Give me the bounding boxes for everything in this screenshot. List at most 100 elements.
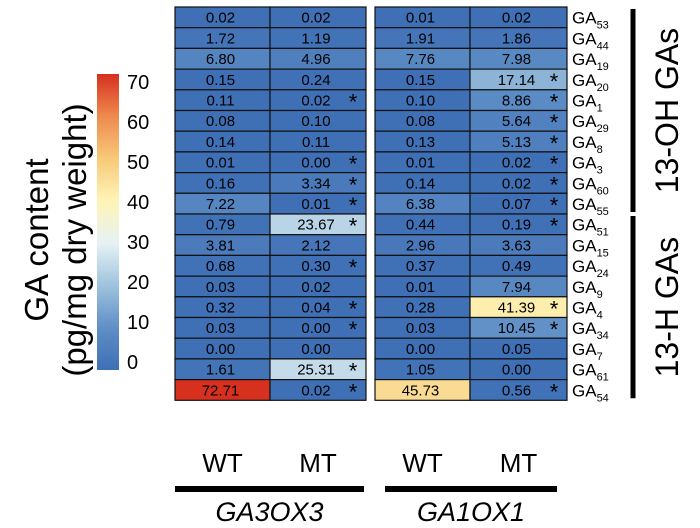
group-label: GA1OX1 (417, 497, 525, 527)
colorbar-tick-label: 0 (127, 352, 138, 374)
significance-marker: * (349, 379, 358, 404)
row-label: GA34 (572, 319, 609, 342)
cell-value: 0.02 (301, 93, 330, 110)
cell-value: 25.31 (297, 362, 335, 379)
cell-value: 17.14 (498, 72, 536, 89)
significance-marker: * (550, 131, 559, 156)
row-label: GA15 (572, 236, 609, 259)
cell-value: 0.13 (406, 134, 435, 151)
row-label: GA19 (572, 50, 609, 73)
column-label: MT (299, 448, 337, 478)
row-label: GA29 (572, 112, 609, 135)
cell-value: 0.68 (206, 258, 235, 275)
cell-value: 41.39 (498, 300, 536, 317)
cell-value: 1.61 (206, 362, 235, 379)
column-label: MT (500, 448, 538, 478)
colorbar-tick-label: 40 (127, 192, 149, 214)
significance-marker: * (550, 90, 559, 115)
row-label: GA7 (572, 340, 603, 363)
significance-marker: * (349, 152, 358, 177)
cell-value: 0.00 (406, 341, 435, 358)
cell-value: 3.63 (502, 237, 531, 254)
cell-value: 0.02 (301, 10, 330, 27)
cell-value: 0.14 (406, 175, 435, 192)
cell-value: 0.79 (206, 217, 235, 234)
significance-marker: * (349, 193, 358, 218)
significance-marker: * (550, 110, 559, 135)
colorbar-tick-label: 50 (127, 152, 149, 174)
cell-value: 45.73 (402, 382, 440, 399)
significance-marker: * (550, 69, 559, 94)
colorbar (97, 74, 119, 370)
colorbar-tick-label: 20 (127, 272, 149, 294)
colorbar-tick-label: 70 (127, 72, 149, 94)
cell-value: 6.80 (206, 51, 235, 68)
cell-value: 0.14 (206, 134, 235, 151)
cell-value: 0.07 (502, 196, 531, 213)
row-label: GA9 (572, 278, 603, 301)
row-label: GA60 (572, 174, 609, 197)
significance-marker: * (550, 193, 559, 218)
row-group-label: 13-H GAs (649, 237, 685, 377)
cell-value: 0.03 (206, 320, 235, 337)
cell-value: 4.96 (301, 51, 330, 68)
column-label: WT (402, 448, 443, 478)
significance-marker: * (349, 214, 358, 239)
cell-value: 0.00 (301, 155, 330, 172)
significance-marker: * (550, 297, 559, 322)
cell-value: 0.00 (206, 341, 235, 358)
cell-value: 0.01 (301, 196, 330, 213)
column-label: WT (202, 448, 243, 478)
cell-value: 5.64 (502, 113, 531, 130)
cell-value: 1.86 (502, 30, 531, 47)
colorbar-tick-label: 30 (127, 232, 149, 254)
cell-value: 0.08 (206, 113, 235, 130)
cell-value: 0.02 (206, 10, 235, 27)
cell-value: 0.37 (406, 258, 435, 275)
cell-value: 0.24 (301, 72, 330, 89)
cell-value: 72.71 (202, 382, 240, 399)
cell-value: 0.00 (502, 362, 531, 379)
cell-value: 1.19 (301, 30, 330, 47)
cell-value: 7.98 (502, 51, 531, 68)
cell-value: 0.02 (301, 279, 330, 296)
row-label: GA54 (572, 381, 609, 404)
cell-value: 0.32 (206, 300, 235, 317)
cell-value: 0.01 (406, 155, 435, 172)
cell-value: 3.81 (206, 237, 235, 254)
cell-value: 0.05 (502, 341, 531, 358)
significance-marker: * (550, 379, 559, 404)
cell-value: 1.91 (406, 30, 435, 47)
cell-value: 0.16 (206, 175, 235, 192)
row-label: GA3 (572, 154, 603, 177)
cell-value: 7.94 (502, 279, 531, 296)
heatmap-cell (269, 379, 367, 401)
cell-value: 2.12 (301, 237, 330, 254)
cell-value: 0.11 (206, 93, 234, 110)
cell-value: 0.02 (502, 155, 531, 172)
row-label: GA61 (572, 361, 609, 384)
cell-value: 0.19 (502, 217, 531, 234)
significance-marker: * (349, 172, 358, 197)
row-group-label: 13-OH GAs (649, 28, 685, 193)
cell-value: 23.67 (297, 217, 335, 234)
cell-value: 6.38 (406, 196, 435, 213)
cell-value: 0.00 (301, 320, 330, 337)
significance-marker: * (349, 255, 358, 280)
group-label: GA3OX3 (215, 497, 323, 527)
group-labels: GA3OX3 GA1OX1 (175, 486, 557, 527)
cell-value: 0.04 (301, 300, 330, 317)
cell-value: 0.10 (301, 113, 330, 130)
significance-marker: * (349, 90, 358, 115)
colorbar-tick-label: 60 (127, 112, 149, 134)
row-label: GA1 (572, 92, 603, 115)
row-label: GA55 (572, 195, 609, 218)
column-labels: WT MT WT MT (202, 448, 537, 478)
significance-marker: * (550, 152, 559, 177)
cell-value: 0.30 (301, 258, 330, 275)
cell-value: 0.49 (502, 258, 531, 275)
colorbar-tick-label: 10 (127, 312, 149, 334)
cell-value: 0.28 (406, 300, 435, 317)
row-label: GA51 (572, 216, 609, 239)
